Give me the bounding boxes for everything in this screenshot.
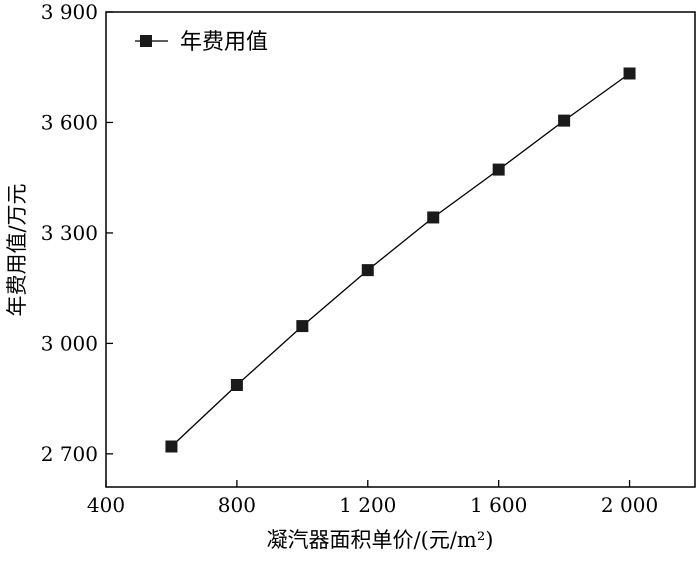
y-tick-label: 2 700 [41, 442, 98, 466]
plot-frame [105, 11, 696, 488]
y-tick-label: 3 300 [41, 221, 98, 245]
y-axis-ticks: 2 700 3 000 3 300 3 600 3 900 [41, 0, 113, 466]
series-layer [165, 67, 636, 453]
legend-marker [140, 35, 152, 47]
x-axis-ticks: 400 800 1 200 1 600 2 000 [87, 480, 658, 517]
data-point-marker [623, 67, 636, 80]
data-point-marker [296, 320, 309, 333]
y-tick-label: 3 900 [41, 0, 98, 24]
x-axis-title: 凝汽器面积单价/(元/m²) [267, 528, 494, 552]
x-tick-label: 2 000 [601, 493, 658, 517]
y-tick-label: 3 600 [41, 110, 98, 134]
data-point-marker [361, 264, 374, 277]
legend: 年费用值 [135, 30, 268, 55]
legend-label: 年费用值 [180, 30, 268, 55]
data-point-marker [558, 114, 571, 127]
data-point-marker [165, 440, 178, 453]
data-point-marker [492, 163, 505, 176]
series-line [170, 72, 630, 447]
y-tick-label: 3 000 [41, 331, 98, 355]
data-point-marker [230, 379, 243, 392]
x-tick-label: 1 200 [339, 493, 396, 517]
data-point-marker [427, 211, 440, 224]
y-axis-title: 年费用值/万元 [5, 183, 29, 316]
x-tick-label: 1 600 [470, 493, 527, 517]
x-tick-label: 800 [218, 493, 256, 517]
x-tick-label: 400 [87, 493, 125, 517]
